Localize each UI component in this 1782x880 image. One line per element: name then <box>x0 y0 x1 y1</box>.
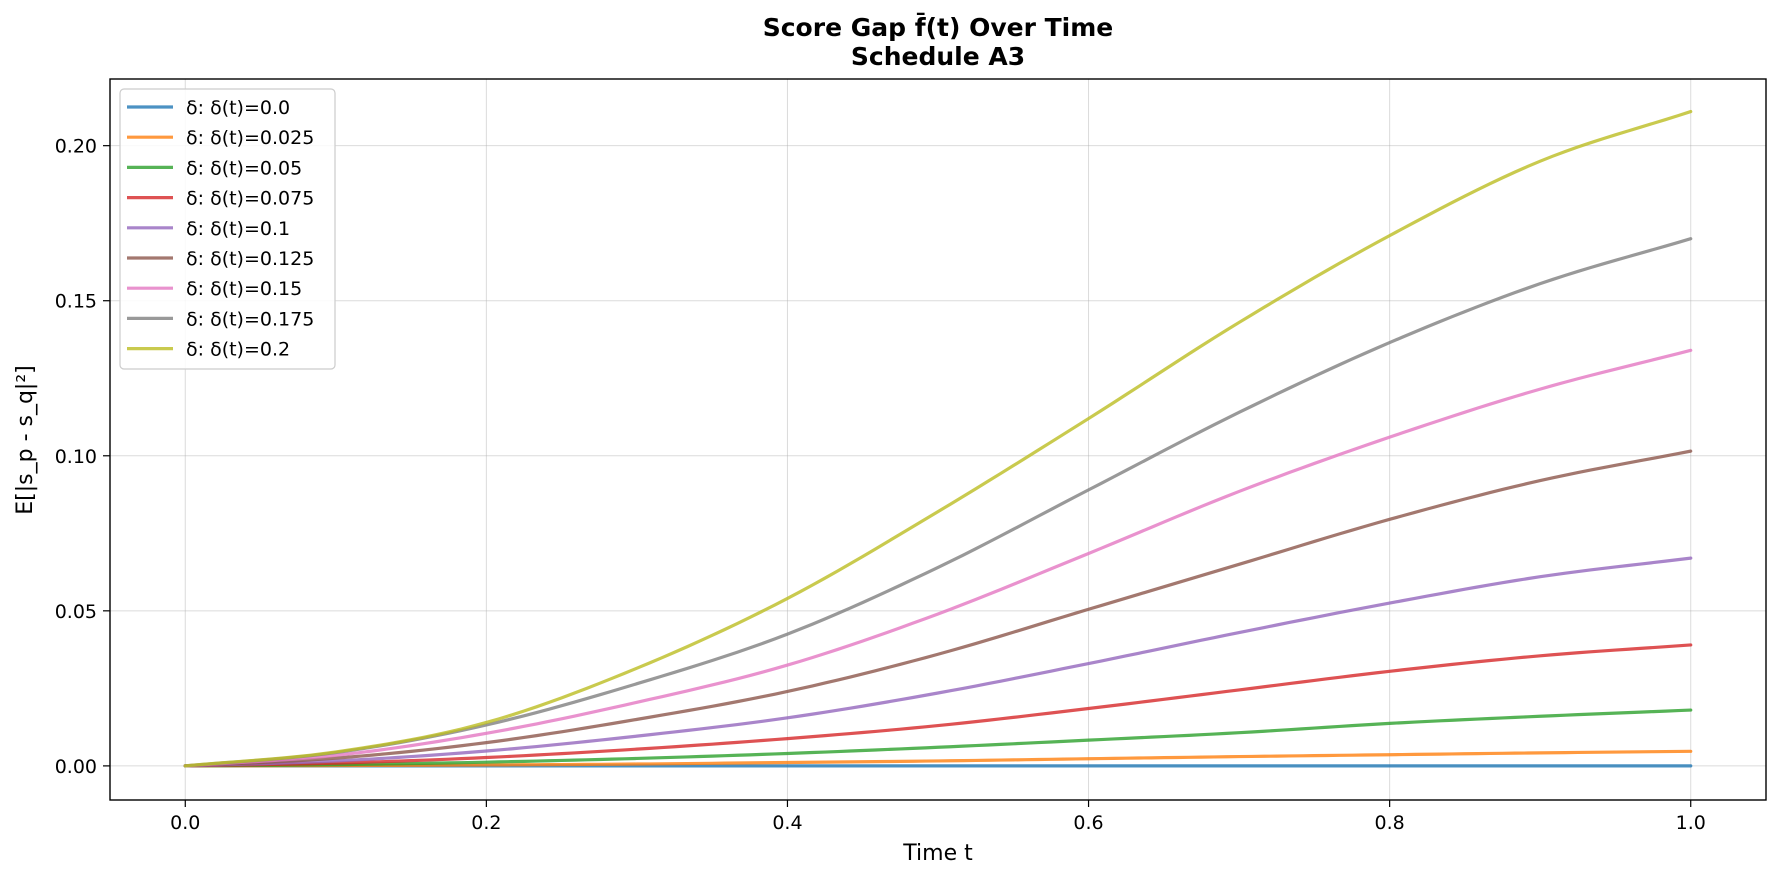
y-tick-label: 0.00 <box>55 756 97 778</box>
series-line-3 <box>183 643 1693 768</box>
y-tick-label: 0.05 <box>55 601 97 623</box>
series-line-8 <box>183 109 1693 768</box>
legend-entry-label: δ: δ(t)=0.125 <box>186 248 314 270</box>
x-tick-label: 0.4 <box>772 812 802 834</box>
legend-entry-label: δ: δ(t)=0.075 <box>186 188 314 210</box>
series-line-6 <box>183 348 1693 768</box>
series-line-4 <box>183 556 1693 768</box>
legend-entry-label: δ: δ(t)=0.175 <box>186 308 314 330</box>
series-lines <box>183 109 1693 768</box>
x-tick-label: 0.6 <box>1073 812 1103 834</box>
x-tick-label: 1.0 <box>1676 812 1706 834</box>
legend: δ: δ(t)=0.0 δ: δ(t)=0.025 δ: δ(t)=0.05 δ: δ… <box>119 88 336 370</box>
y-tick-label: 0.15 <box>55 291 97 313</box>
series-line-5 <box>183 449 1693 768</box>
y-axis: 0.00 0.05 0.10 0.15 0.20 <box>55 136 110 778</box>
x-axis-label: Time t <box>902 841 973 866</box>
legend-entry-label: δ: δ(t)=0.15 <box>186 278 302 300</box>
legend-box <box>119 88 336 370</box>
x-tick-label: 0.2 <box>471 812 501 834</box>
series-line-2 <box>183 708 1693 768</box>
x-tick-label: 0.8 <box>1375 812 1405 834</box>
chart-subtitle: Schedule A3 <box>851 42 1025 71</box>
x-axis: 0.0 0.2 0.4 0.6 0.8 1.0 <box>170 800 1706 834</box>
series-line-1 <box>183 749 1693 768</box>
legend-entry-label: δ: δ(t)=0.025 <box>186 127 314 149</box>
y-axis-label: E[|s_p - s_q|²] <box>13 365 38 515</box>
chart-title: Score Gap f̄(t) Over Time <box>763 11 1114 42</box>
legend-entry-label: δ: δ(t)=0.0 <box>186 97 290 119</box>
y-tick-label: 0.10 <box>55 446 97 468</box>
legend-entry-label: δ: δ(t)=0.2 <box>186 339 290 361</box>
plot-frame <box>109 78 1767 801</box>
legend-entry-label: δ: δ(t)=0.1 <box>186 218 290 240</box>
legend-entry-label: δ: δ(t)=0.05 <box>186 157 302 179</box>
x-tick-label: 0.0 <box>170 812 200 834</box>
y-tick-label: 0.20 <box>55 136 97 158</box>
